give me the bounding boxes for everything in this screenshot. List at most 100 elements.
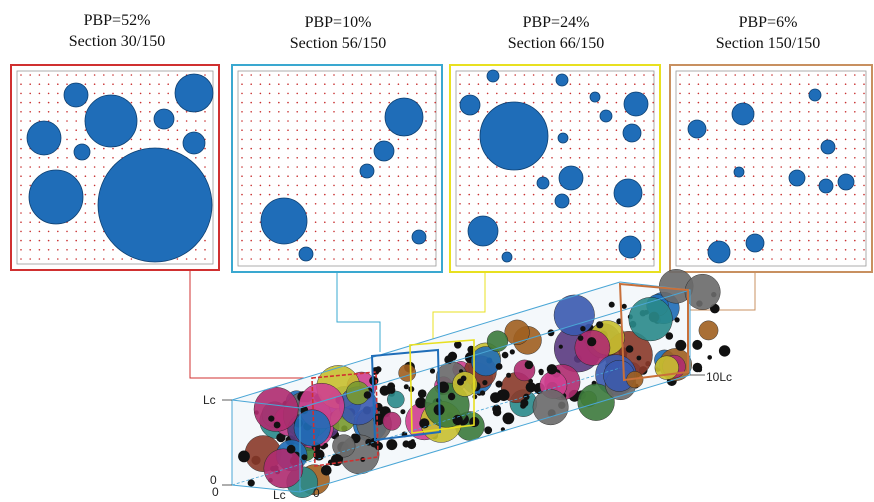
sphere	[707, 355, 712, 360]
sphere	[247, 479, 255, 487]
sphere	[301, 454, 308, 461]
sphere	[718, 345, 731, 357]
particle-circle	[459, 94, 481, 116]
slice-plane-1	[311, 371, 379, 467]
sphere	[580, 326, 586, 332]
sphere	[419, 418, 430, 429]
particle-circle	[818, 178, 834, 194]
sphere	[386, 439, 398, 451]
section-label-2: Section 56/150	[289, 35, 387, 52]
sphere	[558, 344, 563, 349]
connector-line-3	[432, 272, 486, 342]
axis-label-zero-bottom: 0	[313, 486, 320, 500]
particle-circle	[73, 143, 91, 161]
particle-circle	[501, 251, 513, 263]
particle-circle	[555, 73, 569, 87]
sphere	[577, 335, 584, 341]
particle-circle	[558, 165, 584, 191]
particle-section-1	[26, 73, 214, 263]
particle-circle	[28, 169, 84, 225]
sphere	[523, 393, 530, 400]
pbp-label-3: PBP=24%	[522, 14, 590, 31]
particle-circle	[837, 173, 855, 191]
sphere	[460, 375, 467, 382]
sphere	[321, 465, 332, 476]
particle-circle	[554, 193, 570, 209]
sphere	[482, 380, 488, 386]
particle-circle	[536, 176, 550, 190]
sphere	[276, 433, 286, 443]
sphere	[625, 345, 634, 353]
sphere	[524, 360, 534, 370]
sphere	[675, 339, 687, 351]
panel-title-3: PBP=24% Section 66/150	[456, 12, 656, 54]
sphere	[495, 363, 503, 370]
particle-circle	[182, 131, 206, 155]
particle-circle	[733, 166, 745, 178]
axis-label-lc-horizontal: Lc	[273, 488, 286, 502]
sphere	[504, 319, 530, 345]
sphere	[323, 443, 329, 448]
sphere	[608, 301, 615, 308]
sphere	[553, 294, 595, 336]
particle-circle	[613, 178, 643, 208]
particle-circle	[707, 240, 731, 264]
sphere	[587, 337, 597, 347]
sphere	[293, 409, 331, 447]
particle-circle	[359, 163, 375, 179]
particle-circle	[373, 140, 395, 162]
connector-line-2	[336, 272, 381, 352]
sphere	[480, 390, 486, 396]
axis-label-zero-left: 0	[210, 473, 217, 487]
sphere	[415, 397, 427, 409]
particle-circle	[384, 97, 424, 137]
sphere	[268, 415, 275, 422]
particle-circle	[745, 233, 765, 253]
particle-circle	[589, 91, 601, 103]
sphere	[532, 389, 569, 426]
slice-plane-3	[409, 339, 475, 434]
particle-section-3	[459, 69, 649, 263]
sphere	[454, 341, 462, 349]
particle-circle	[622, 123, 642, 143]
particle-circle	[618, 235, 642, 259]
connector-line-1	[189, 270, 312, 379]
sphere	[313, 449, 325, 461]
sphere	[398, 364, 417, 382]
sphere	[490, 392, 501, 403]
sphere	[636, 355, 642, 361]
particle-circle	[174, 73, 214, 113]
particle-circle	[788, 169, 806, 187]
particle-circle	[97, 147, 213, 263]
particle-circle	[467, 215, 499, 247]
section-label-1: Section 30/150	[68, 33, 166, 50]
particle-circle	[298, 246, 314, 262]
sphere	[452, 371, 478, 397]
sphere	[447, 392, 456, 401]
particle-circle	[599, 109, 613, 123]
sphere	[403, 384, 409, 390]
panel-title-1: PBP=52% Section 30/150	[17, 10, 217, 52]
axis-label-10lc: 10Lc	[706, 370, 733, 384]
slice-plane-2	[370, 348, 442, 442]
sphere	[387, 390, 405, 409]
panel-title-4: PBP=6% Section 150/150	[668, 12, 868, 54]
pbp-label-1: PBP=52%	[83, 12, 151, 29]
sphere	[596, 321, 604, 329]
particle-circle	[557, 132, 569, 144]
particle-circle	[623, 91, 649, 117]
sphere	[379, 385, 390, 396]
sphere	[539, 370, 544, 376]
sphere	[387, 386, 396, 394]
pbp-label-4: PBP=6%	[738, 14, 798, 31]
grid-dots-4	[679, 74, 865, 260]
panel-title-2: PBP=10% Section 56/150	[238, 12, 438, 54]
sphere	[332, 434, 356, 458]
particle-circle	[479, 101, 549, 171]
particle-circle	[687, 119, 707, 139]
sphere	[628, 297, 673, 342]
sphere	[621, 303, 627, 309]
axis-label-lc-vertical: Lc	[203, 393, 216, 407]
particle-circle	[820, 139, 836, 155]
